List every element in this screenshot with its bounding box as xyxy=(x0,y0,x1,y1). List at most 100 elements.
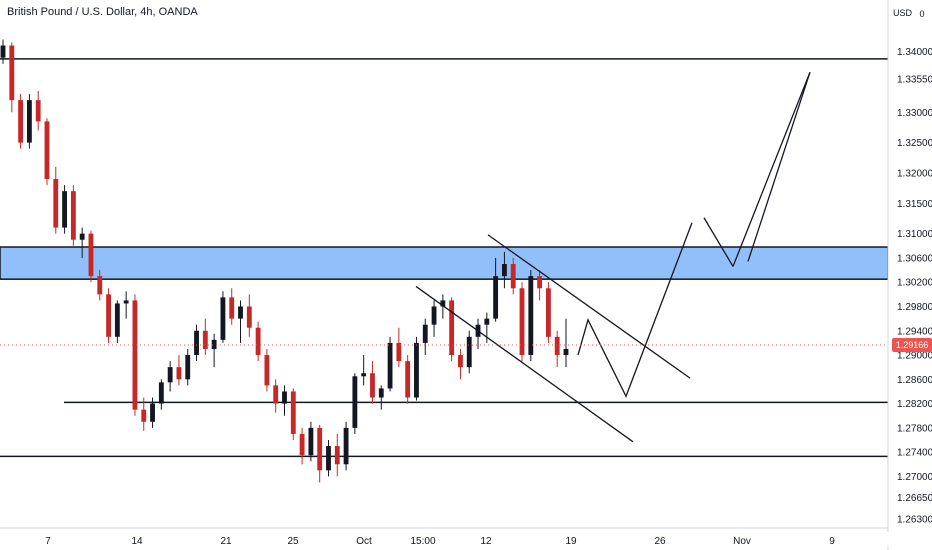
candle xyxy=(158,379,164,410)
candle xyxy=(114,300,120,343)
candle xyxy=(18,94,24,149)
y-tick-label: 1.27000 xyxy=(897,472,932,483)
channel-upper-line xyxy=(487,234,691,379)
candle xyxy=(334,433,340,477)
candle xyxy=(246,294,252,337)
candle-body xyxy=(88,233,94,277)
y-tick-labels: 1.34000 1.33550 1.33000 1.32500 1.32000 1.315… xyxy=(897,47,932,525)
candle xyxy=(141,397,147,431)
y-tick-label: 1.28200 xyxy=(897,399,932,410)
candle-body xyxy=(158,382,164,404)
candle xyxy=(545,282,551,343)
candle xyxy=(273,379,279,413)
y-tick-label: 1.27400 xyxy=(897,448,932,459)
candle xyxy=(176,355,182,386)
candle-body xyxy=(334,446,340,465)
x-tick-label: 21 xyxy=(220,536,232,547)
candle-body xyxy=(26,100,32,143)
candle-body xyxy=(308,427,314,456)
candle xyxy=(563,318,569,368)
y-tick-label: 1.26300 xyxy=(897,514,932,525)
candle xyxy=(343,421,349,471)
x-tick-labels: 7 14 21 25 Oct 15:00 12 19 26 Nov 9 xyxy=(45,536,835,547)
candle xyxy=(53,166,59,234)
y-tick-label: 1.32500 xyxy=(897,138,932,149)
candle-body xyxy=(554,336,560,356)
candle-body xyxy=(466,336,472,368)
axis-toggle[interactable]: 0 xyxy=(917,6,927,20)
candle-body xyxy=(387,342,393,389)
candle xyxy=(62,185,67,234)
candle xyxy=(352,373,358,434)
projection-path xyxy=(747,72,811,262)
candle-body xyxy=(273,385,279,404)
candle xyxy=(26,94,32,149)
candle-body xyxy=(370,373,375,398)
candle xyxy=(449,297,455,362)
time-axis-scroll[interactable] xyxy=(875,532,893,546)
candle-body xyxy=(545,288,551,337)
axis-toggle-glyph: 0 xyxy=(919,9,924,19)
candle-body xyxy=(35,100,41,122)
y-tick-label: 1.33550 xyxy=(897,74,932,85)
currency-label: USD xyxy=(893,8,913,18)
candle xyxy=(537,270,543,301)
candle xyxy=(97,270,103,301)
price-axis[interactable] xyxy=(888,0,932,550)
x-tick-label: 19 xyxy=(565,536,577,547)
x-tick-label: Oct xyxy=(356,536,372,547)
candle-body xyxy=(0,45,6,58)
x-tick-label: 26 xyxy=(654,536,666,547)
candle-body xyxy=(537,276,543,289)
candle-body xyxy=(528,276,534,356)
candle xyxy=(106,288,111,343)
x-tick-label: 7 xyxy=(45,536,51,547)
candle-body xyxy=(255,327,261,356)
candle-body xyxy=(449,300,455,356)
candle xyxy=(123,291,129,319)
x-tick-label: 25 xyxy=(287,536,299,547)
candle xyxy=(88,230,94,283)
x-tick-label: 14 xyxy=(131,536,143,547)
candle xyxy=(202,318,208,356)
candle xyxy=(502,251,507,289)
candle xyxy=(282,385,287,416)
candle-body xyxy=(246,306,252,328)
candle xyxy=(519,282,525,362)
y-tick-label: 1.33000 xyxy=(897,108,932,119)
candle xyxy=(431,300,437,337)
candle xyxy=(255,321,261,362)
candle xyxy=(458,348,463,380)
y-tick-label: 1.28600 xyxy=(897,375,932,386)
candle-body xyxy=(264,355,270,386)
candle-body xyxy=(361,373,367,377)
candle-body xyxy=(62,191,67,228)
candle xyxy=(238,300,243,343)
projection-path xyxy=(703,217,734,267)
candle-body xyxy=(422,324,428,343)
candle-body xyxy=(229,297,235,319)
candle-body xyxy=(202,330,208,349)
x-tick-label: 9 xyxy=(829,536,835,547)
horizontal-levels xyxy=(0,58,888,458)
candle-body xyxy=(343,427,349,465)
candle-body xyxy=(431,306,437,325)
candle xyxy=(317,424,323,483)
x-tick-label: 15:00 xyxy=(410,536,435,547)
candle-body xyxy=(211,339,217,349)
resistance-zone xyxy=(0,246,889,280)
candle xyxy=(167,361,173,392)
candle xyxy=(466,330,472,374)
candle-body xyxy=(167,367,173,383)
candle-body xyxy=(396,342,402,362)
candle xyxy=(326,440,331,477)
candle xyxy=(378,385,384,410)
candle-body xyxy=(106,294,111,337)
x-tick-label: 12 xyxy=(480,536,492,547)
candle xyxy=(370,361,375,404)
candle-body xyxy=(563,348,569,356)
candle-body xyxy=(123,300,129,304)
candle-body xyxy=(150,403,155,422)
candle xyxy=(414,336,419,401)
